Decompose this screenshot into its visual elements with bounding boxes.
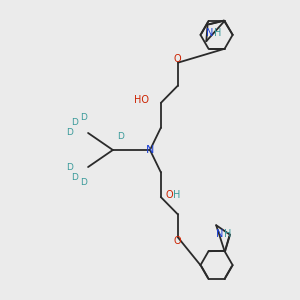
Text: D: D — [80, 178, 87, 187]
Text: O: O — [166, 190, 173, 200]
Text: D: D — [80, 113, 87, 122]
Text: D: D — [71, 118, 78, 127]
Text: D: D — [117, 132, 124, 141]
Text: N: N — [206, 28, 214, 38]
Text: N: N — [216, 229, 224, 239]
Text: H: H — [172, 190, 180, 200]
Text: O: O — [173, 236, 181, 246]
Text: O: O — [173, 54, 181, 64]
Text: D: D — [66, 128, 73, 137]
Text: HO: HO — [134, 95, 149, 106]
Text: N: N — [146, 145, 154, 155]
Text: H: H — [224, 229, 232, 239]
Text: D: D — [66, 163, 73, 172]
Text: H: H — [214, 28, 222, 38]
Text: D: D — [71, 173, 78, 182]
